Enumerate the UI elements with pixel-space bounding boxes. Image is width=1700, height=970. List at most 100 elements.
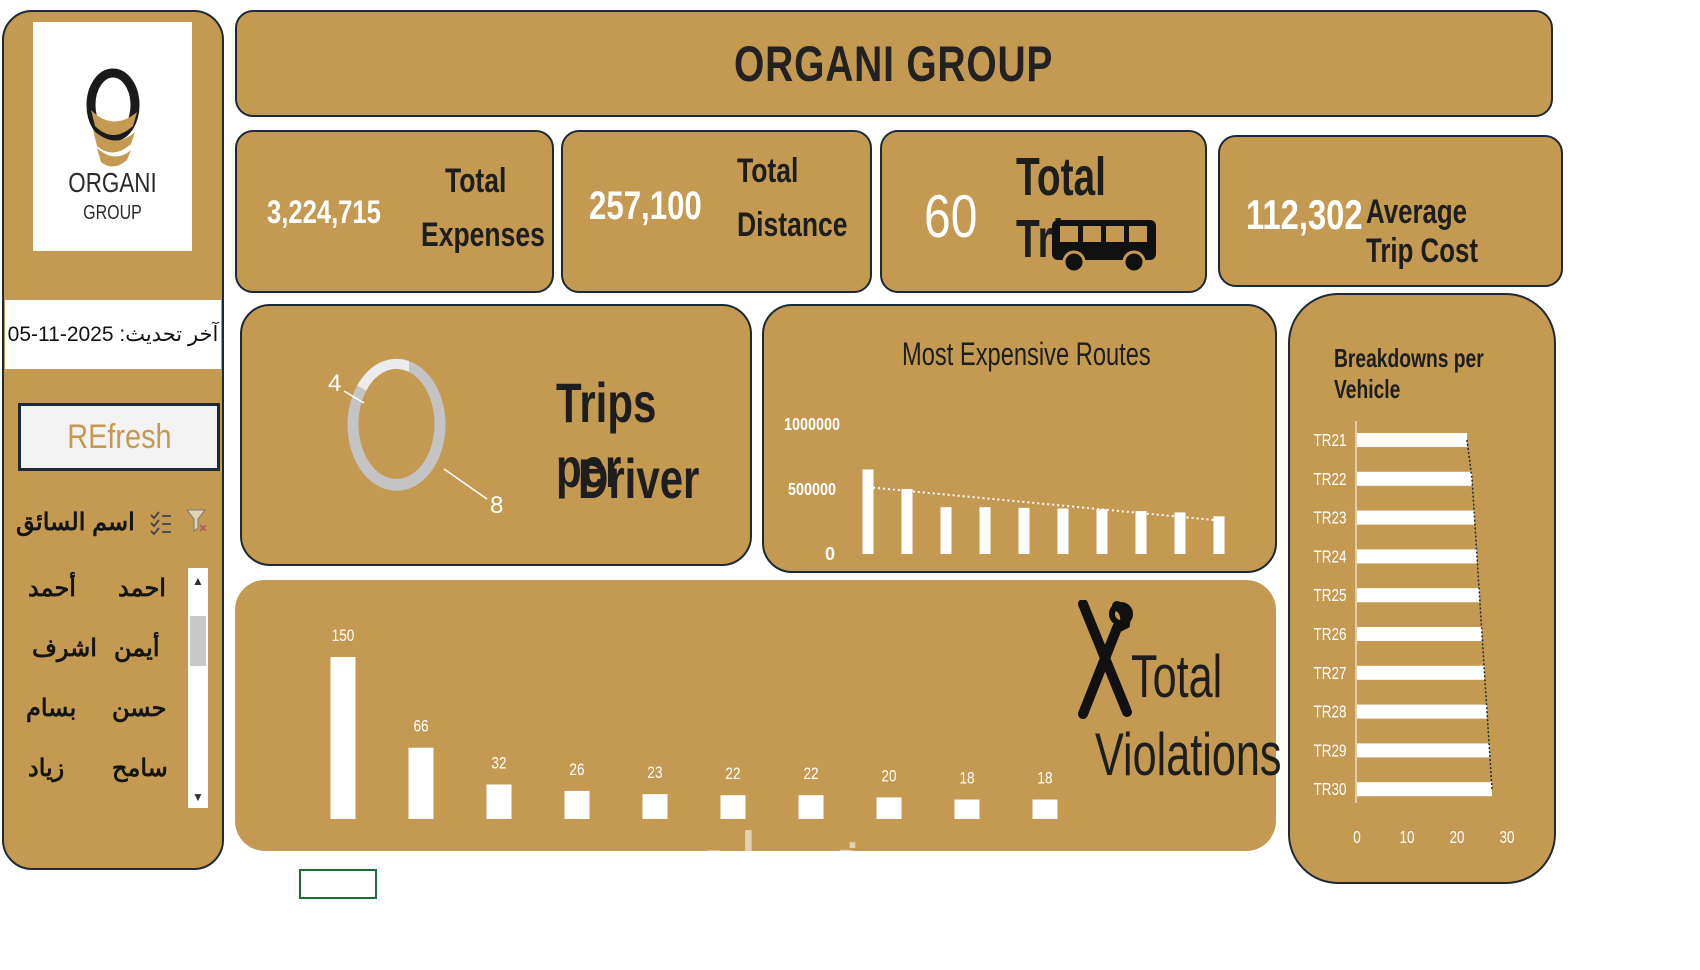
page-title: ORGANI GROUP	[734, 35, 1054, 92]
violation-bar	[798, 795, 824, 819]
logo-mark-icon	[86, 68, 140, 167]
violation-data-label: 26	[569, 761, 584, 780]
kpi-distance: 257,100 Total Distance	[561, 130, 872, 293]
violations-title1: Total	[1131, 643, 1223, 710]
y-tick-label: 1000000	[784, 415, 840, 435]
y-tick-label: 500000	[788, 480, 836, 500]
violation-bar	[330, 657, 356, 819]
refresh-button[interactable]: REfresh	[18, 403, 220, 471]
violation-data-label: 20	[881, 767, 896, 786]
kpi-distance-value: 257,100	[589, 184, 702, 228]
slicer-item[interactable]: زياد	[28, 755, 65, 782]
expensive-routes-title: Most Expensive Routes	[902, 336, 1151, 372]
violation-data-label: 32	[491, 754, 506, 773]
breakdowns-chart: TR21 TR22 TR23 TR24 TR25 TR26 TR27 TR28 TR29 TR30…	[1314, 421, 1515, 848]
violation-data-label: 18	[959, 769, 974, 788]
breakdown-bar	[1357, 743, 1490, 758]
slicer-title: اسم السائق	[16, 509, 135, 536]
route-bar	[940, 507, 952, 554]
kpi-avg-cost-label: Average Trip Cost	[1366, 193, 1478, 270]
route-bar	[901, 489, 913, 554]
kpi-distance-label2: Distance	[737, 206, 848, 244]
violations-title2: Violations	[1095, 721, 1282, 788]
header-panel: ORGANI GROUP	[235, 10, 1553, 117]
expensive-routes-chart: 1000000 500000 0	[784, 415, 1226, 564]
kpi-trips-value: 60	[924, 183, 978, 250]
route-bar	[1213, 516, 1225, 554]
route-bar	[862, 469, 874, 554]
breakdown-bar	[1357, 471, 1472, 486]
slicer-item[interactable]: أيمن	[114, 635, 160, 662]
watermark: خمسات	[690, 824, 871, 884]
breakdown-bar	[1357, 704, 1487, 719]
multi-select-icon[interactable]	[148, 510, 172, 536]
kpi-avg-cost: 112,302 Average Trip Cost	[1218, 135, 1563, 287]
violation-data-label: 22	[725, 765, 740, 784]
x-tick-label: 20	[1449, 828, 1464, 847]
kpi-expenses-label2: Expenses	[421, 216, 545, 254]
slicer-item[interactable]: اشرف	[32, 635, 97, 662]
category-label: TR22	[1314, 470, 1347, 489]
route-bar	[1018, 507, 1030, 554]
trips-per-driver-panel: 4 8 Trips per Driver	[240, 304, 752, 566]
scroll-thumb[interactable]	[190, 616, 206, 666]
violation-data-label: 18	[1037, 769, 1052, 788]
breakdown-bar	[1357, 627, 1482, 641]
bus-icon	[1052, 220, 1156, 274]
leader-line	[343, 390, 365, 404]
breakdowns-title: Breakdowns per Vehicle	[1334, 343, 1484, 404]
logo-text-2: GROUP	[83, 202, 142, 224]
last-update-text: آخر تحديث: 2025-11-05	[7, 323, 219, 346]
category-label: TR25	[1314, 586, 1347, 605]
violation-data-label: 22	[803, 765, 818, 784]
donut-label-small: 4	[328, 370, 341, 397]
category-label: TR27	[1314, 664, 1347, 683]
slicer-item[interactable]: احمد	[118, 575, 166, 602]
selected-cell[interactable]	[299, 869, 377, 899]
kpi-trips: 60 Total Trips	[880, 130, 1207, 293]
violations-panel: 150 66 32 26 23 22 22 20 18 18 Total Violations	[235, 580, 1282, 851]
violation-data-label: 23	[647, 764, 662, 783]
donut-label-large: 8	[490, 492, 503, 519]
trips-per-driver-title1: Trips per	[556, 371, 657, 499]
refresh-label: REfresh	[66, 417, 172, 456]
violation-bar	[954, 799, 980, 819]
y-tick-label: 0	[825, 544, 835, 564]
breakdown-bar	[1357, 549, 1477, 564]
slicer-item[interactable]: سامح	[112, 755, 168, 782]
violation-bar	[720, 795, 746, 819]
violations-chart: 150 66 32 26 23 22 22 20 18 18	[330, 627, 1058, 819]
slicer-item[interactable]: حسن	[112, 695, 167, 722]
scroll-up-icon[interactable]: ▲	[192, 574, 204, 588]
breakdowns-panel: Breakdowns per Vehicle TR21 TR22 TR23 TR24 T…	[1288, 293, 1556, 884]
kpi-expenses-label1: Total	[445, 162, 507, 200]
x-tick-label: 0	[1353, 828, 1361, 847]
route-bar	[1096, 509, 1108, 554]
category-label: TR21	[1314, 431, 1347, 450]
logo-text-1: ORGANI	[68, 167, 157, 198]
violation-bar	[486, 784, 512, 819]
leader-line	[443, 468, 488, 500]
x-tick-label: 30	[1499, 828, 1514, 847]
trendline	[867, 486, 1226, 523]
route-bar	[1057, 508, 1069, 554]
slicer-item[interactable]: بسام	[26, 695, 77, 722]
route-bar	[979, 507, 991, 554]
scroll-down-icon[interactable]: ▼	[192, 790, 204, 804]
slicer-scrollbar[interactable]: ▲ ▼	[188, 568, 208, 808]
slicer-item[interactable]: أحمد	[28, 575, 76, 602]
breakdown-bar	[1357, 510, 1475, 525]
trendline	[1466, 439, 1493, 790]
violation-bar	[1032, 799, 1058, 819]
route-bar	[1174, 512, 1186, 554]
kpi-distance-label1: Total	[737, 152, 799, 190]
kpi-expenses-value: 3,224,715	[267, 194, 381, 230]
clear-filter-icon[interactable]	[186, 508, 208, 536]
breakdown-bar	[1357, 433, 1467, 447]
x-tick-label: 10	[1399, 828, 1414, 847]
last-update-box: آخر تحديث: 2025-11-05	[5, 300, 221, 369]
category-label: TR28	[1314, 703, 1347, 722]
breakdown-bar	[1357, 588, 1480, 603]
violation-bar	[876, 797, 902, 819]
kpi-expenses: 3,224,715 Total Expenses	[235, 130, 554, 293]
